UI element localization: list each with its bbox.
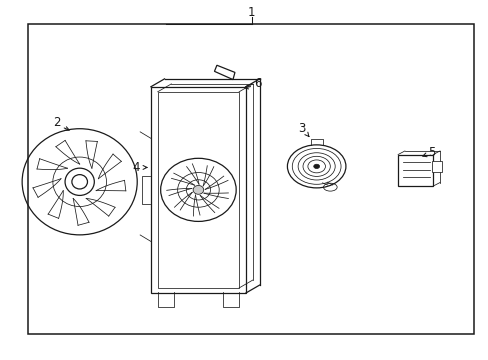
Circle shape	[313, 164, 319, 168]
Bar	[151, 87, 245, 293]
Text: 1: 1	[247, 6, 255, 19]
Text: 4: 4	[132, 161, 140, 174]
Text: 6: 6	[254, 77, 262, 90]
Bar	[397, 154, 432, 186]
Bar	[27, 24, 473, 334]
Bar	[431, 161, 441, 172]
Text: 5: 5	[427, 145, 435, 158]
Ellipse shape	[193, 185, 203, 194]
Text: 2: 2	[53, 116, 61, 129]
Bar	[158, 92, 239, 288]
Text: 3: 3	[298, 122, 305, 135]
